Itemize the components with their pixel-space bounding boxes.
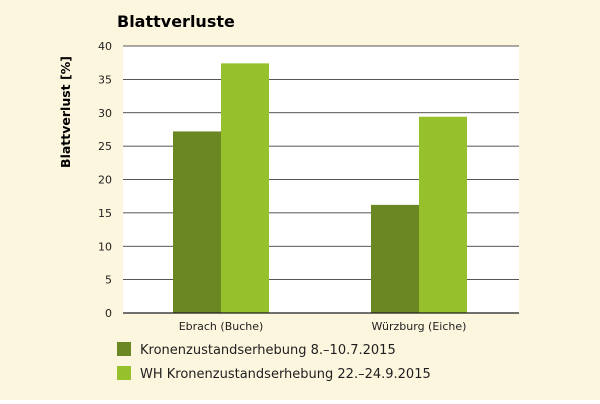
y-tick-label: 10: [98, 240, 112, 253]
y-tick-label: 15: [98, 207, 112, 220]
chart-title: Blattverluste: [117, 12, 235, 31]
y-tick-label: 25: [98, 140, 112, 153]
legend: Kronenzustandserhebung 8.–10.7.2015 WH Kr…: [117, 342, 431, 382]
y-tick-label: 5: [105, 274, 112, 287]
y-tick-label: 35: [98, 73, 112, 86]
bar-jul-wuerzburg: [371, 204, 419, 313]
legend-swatch: [117, 366, 131, 380]
y-tick-label: 30: [98, 107, 112, 120]
y-tick-label: 40: [98, 40, 112, 53]
bar-jul-ebrach: [173, 131, 221, 313]
legend-label: Kronenzustandserhebung 8.–10.7.2015: [140, 343, 396, 358]
x-tick-label: Würzburg (Eiche): [372, 320, 467, 333]
x-axis-tick-labels: Ebrach (Buche) Würzburg (Eiche): [179, 320, 467, 333]
bar-sep-wuerzburg: [419, 116, 467, 313]
y-tick-label: 20: [98, 174, 112, 187]
x-tick-label: Ebrach (Buche): [179, 320, 264, 333]
legend-label: WH Kronenzustandserhebung 22.–24.9.2015: [140, 367, 431, 382]
y-axis-tick-labels: 0 5 10 15 20 25 30 35 40: [98, 40, 112, 320]
bars: [173, 63, 467, 314]
y-tick-label: 0: [105, 307, 112, 320]
y-axis-label: Blattverlust [%]: [58, 56, 73, 168]
legend-swatch: [117, 342, 131, 356]
bar-sep-ebrach: [221, 63, 269, 314]
